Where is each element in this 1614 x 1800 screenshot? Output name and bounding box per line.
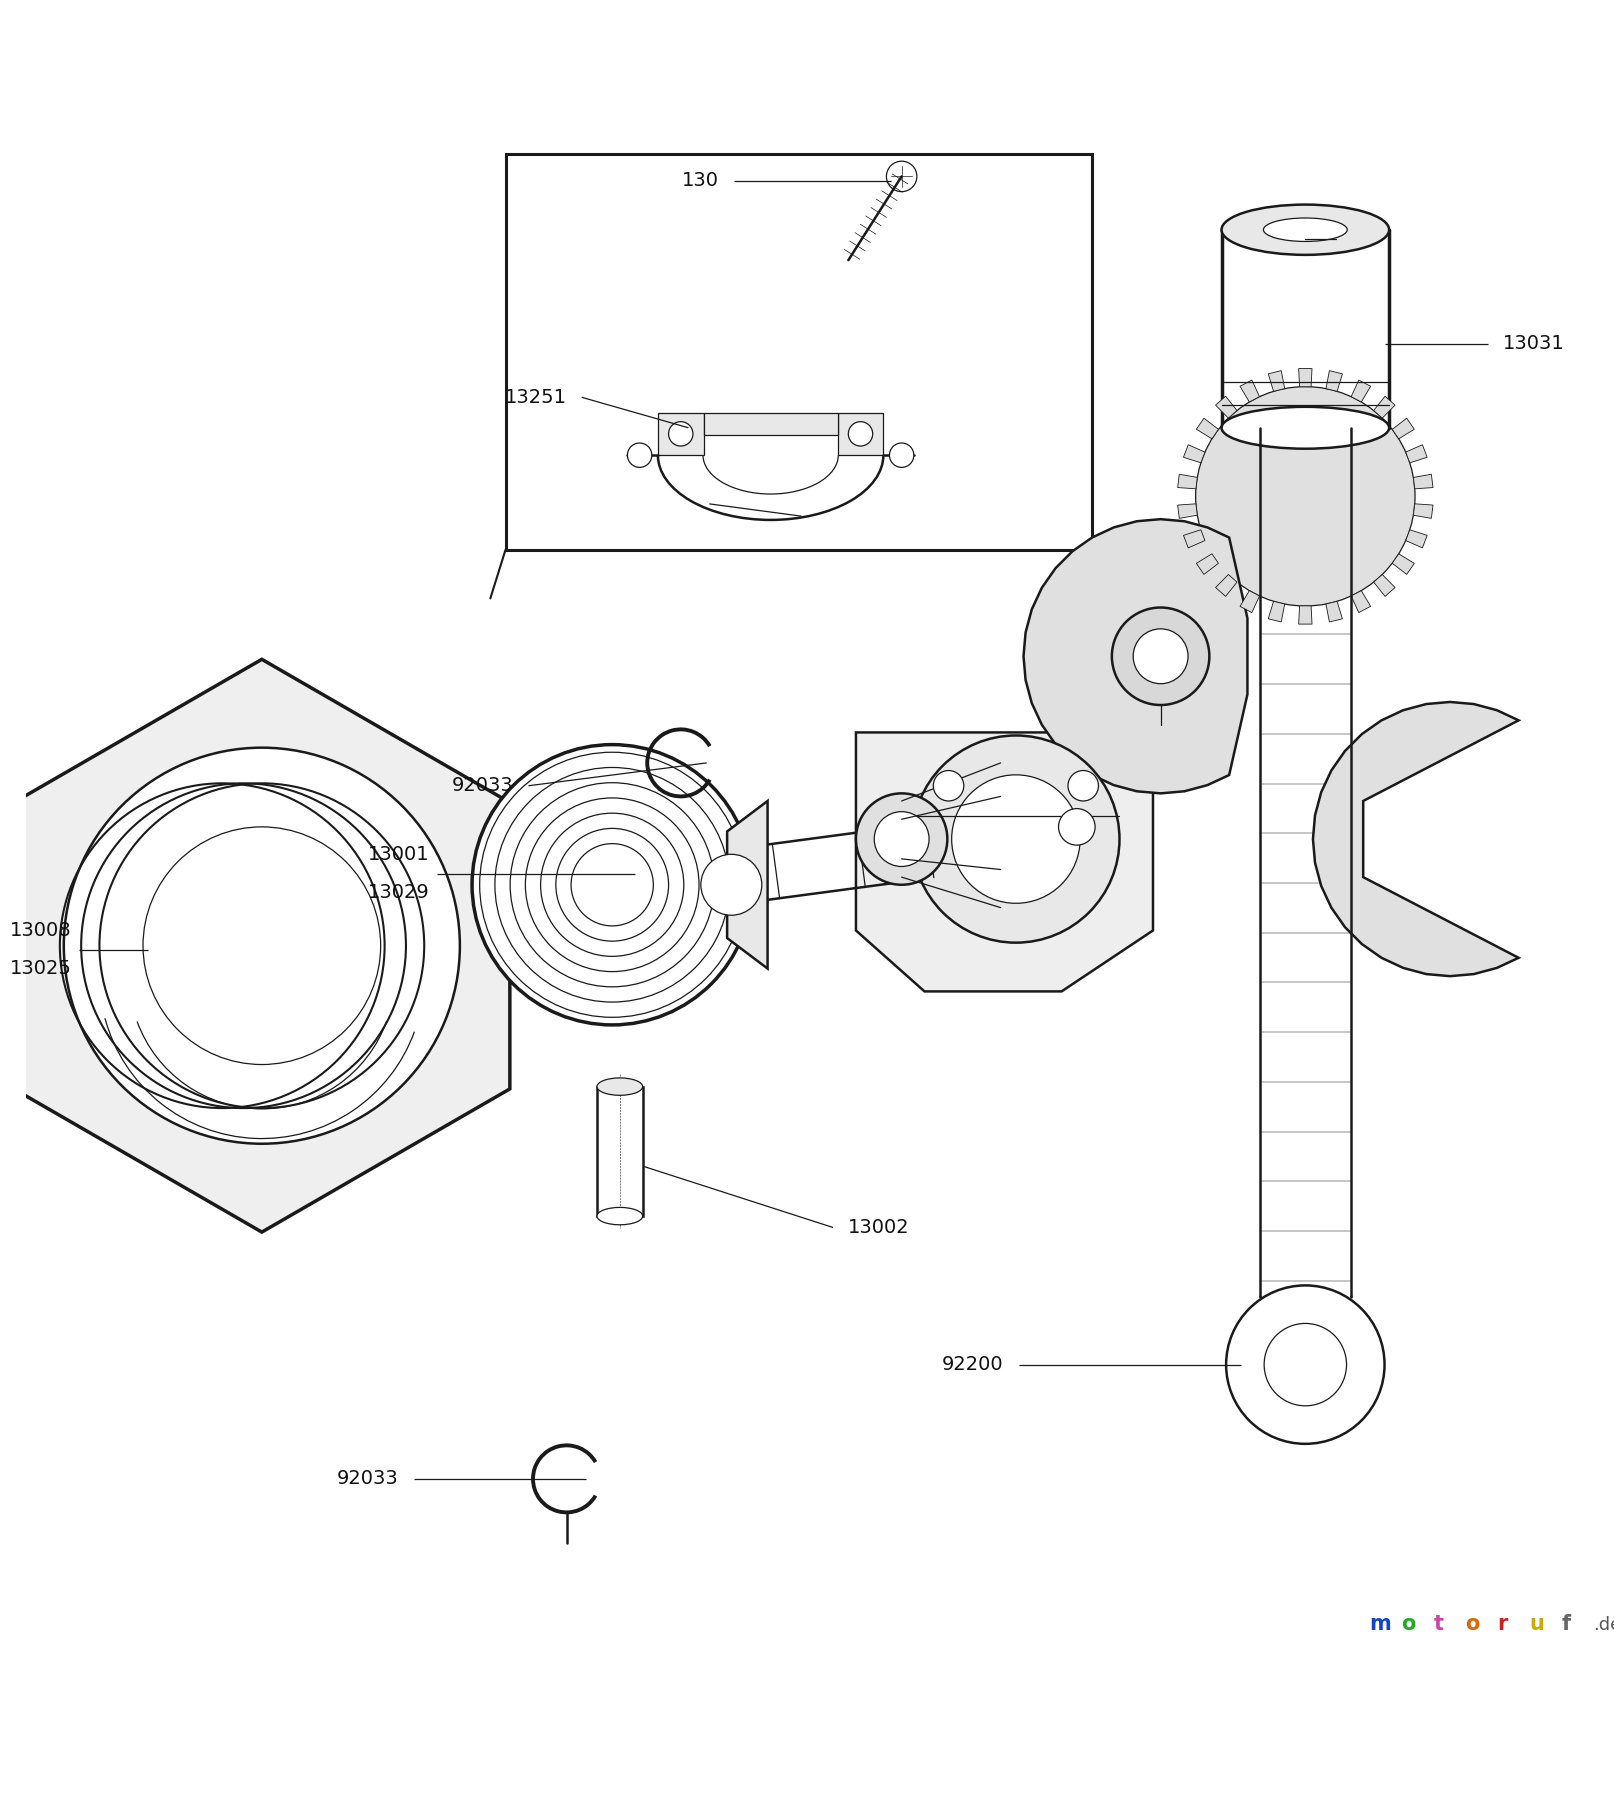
Polygon shape bbox=[657, 412, 704, 455]
Polygon shape bbox=[1267, 371, 1283, 391]
Bar bbox=[597, 1087, 642, 1217]
Circle shape bbox=[1264, 1323, 1346, 1406]
Text: 13031: 13031 bbox=[1503, 335, 1564, 353]
Polygon shape bbox=[855, 733, 1152, 992]
Text: 130: 130 bbox=[681, 171, 718, 191]
Polygon shape bbox=[1267, 601, 1283, 623]
Polygon shape bbox=[1412, 504, 1432, 518]
Circle shape bbox=[1194, 387, 1414, 607]
Polygon shape bbox=[1298, 369, 1311, 387]
Text: m: m bbox=[1369, 1615, 1390, 1634]
Circle shape bbox=[628, 443, 652, 468]
Text: o: o bbox=[1464, 1615, 1478, 1634]
Circle shape bbox=[700, 855, 762, 914]
Circle shape bbox=[65, 747, 460, 1143]
Circle shape bbox=[1110, 608, 1209, 706]
Circle shape bbox=[1057, 808, 1094, 846]
Ellipse shape bbox=[1220, 205, 1388, 256]
Polygon shape bbox=[1351, 590, 1370, 612]
Polygon shape bbox=[1023, 518, 1246, 794]
Polygon shape bbox=[1215, 396, 1236, 418]
Polygon shape bbox=[1374, 574, 1394, 596]
Text: r: r bbox=[1496, 1615, 1507, 1634]
Polygon shape bbox=[1391, 418, 1414, 439]
Ellipse shape bbox=[1262, 218, 1346, 241]
Circle shape bbox=[933, 770, 964, 801]
Text: .de: .de bbox=[1593, 1616, 1614, 1634]
Polygon shape bbox=[1196, 554, 1217, 574]
Polygon shape bbox=[838, 412, 883, 455]
Text: 13002: 13002 bbox=[847, 1219, 909, 1237]
Text: 13029: 13029 bbox=[368, 882, 429, 902]
Circle shape bbox=[873, 812, 928, 866]
Ellipse shape bbox=[597, 1078, 642, 1094]
Circle shape bbox=[1067, 770, 1098, 801]
Ellipse shape bbox=[597, 1208, 642, 1224]
Text: 13251: 13251 bbox=[504, 387, 567, 407]
Polygon shape bbox=[15, 659, 510, 1231]
Polygon shape bbox=[1183, 529, 1204, 547]
Text: f: f bbox=[1561, 1615, 1569, 1634]
Text: 92200: 92200 bbox=[941, 1355, 1002, 1373]
Circle shape bbox=[889, 443, 914, 468]
Circle shape bbox=[471, 745, 752, 1024]
Text: t: t bbox=[1432, 1615, 1443, 1634]
Text: o: o bbox=[1401, 1615, 1415, 1634]
Bar bbox=[505, 153, 1091, 549]
Polygon shape bbox=[704, 412, 838, 436]
Ellipse shape bbox=[1220, 407, 1388, 448]
Polygon shape bbox=[1325, 371, 1341, 391]
Polygon shape bbox=[1240, 590, 1259, 612]
Polygon shape bbox=[1312, 702, 1517, 976]
Text: u: u bbox=[1528, 1615, 1543, 1634]
Polygon shape bbox=[1298, 607, 1311, 625]
Polygon shape bbox=[1183, 445, 1204, 463]
Polygon shape bbox=[1177, 473, 1196, 490]
Circle shape bbox=[668, 421, 692, 446]
Polygon shape bbox=[1412, 473, 1432, 490]
Polygon shape bbox=[1404, 445, 1427, 463]
Circle shape bbox=[641, 853, 705, 916]
Polygon shape bbox=[1325, 601, 1341, 623]
Polygon shape bbox=[1391, 554, 1414, 574]
Circle shape bbox=[855, 794, 947, 886]
Polygon shape bbox=[1215, 574, 1236, 596]
Polygon shape bbox=[1374, 396, 1394, 418]
Polygon shape bbox=[1240, 380, 1259, 401]
Circle shape bbox=[951, 774, 1080, 904]
Text: 92033: 92033 bbox=[452, 776, 513, 796]
Circle shape bbox=[912, 736, 1119, 943]
Text: 13001: 13001 bbox=[368, 844, 429, 864]
Text: 92033: 92033 bbox=[337, 1469, 399, 1489]
Text: 13025: 13025 bbox=[10, 959, 71, 977]
Circle shape bbox=[1225, 1285, 1383, 1444]
Polygon shape bbox=[726, 801, 767, 968]
Text: 13008: 13008 bbox=[10, 922, 71, 940]
Polygon shape bbox=[1196, 418, 1217, 439]
Polygon shape bbox=[1404, 529, 1427, 547]
Polygon shape bbox=[1177, 504, 1196, 518]
Circle shape bbox=[1133, 628, 1188, 684]
Polygon shape bbox=[1351, 380, 1370, 401]
Circle shape bbox=[615, 826, 731, 943]
Circle shape bbox=[847, 421, 872, 446]
